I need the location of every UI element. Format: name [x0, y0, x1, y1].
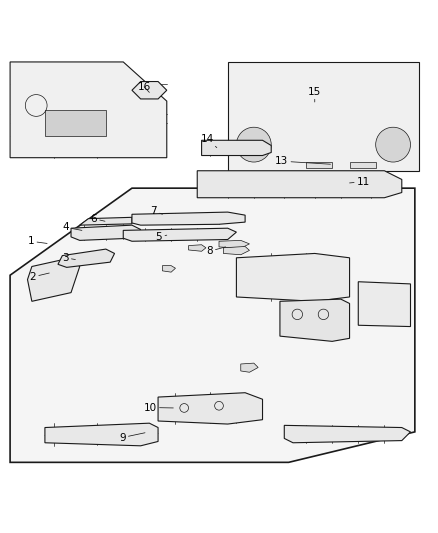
Circle shape: [237, 127, 271, 162]
Text: 10: 10: [144, 402, 173, 413]
Polygon shape: [45, 110, 106, 136]
Polygon shape: [80, 217, 132, 225]
Text: 13: 13: [275, 156, 330, 166]
Polygon shape: [219, 240, 250, 248]
Polygon shape: [10, 188, 415, 462]
Polygon shape: [358, 282, 410, 327]
Circle shape: [376, 127, 410, 162]
Polygon shape: [132, 82, 167, 99]
Text: 2: 2: [29, 272, 49, 282]
Text: 1: 1: [28, 236, 47, 246]
Polygon shape: [237, 254, 350, 301]
Polygon shape: [188, 245, 206, 251]
Polygon shape: [350, 162, 376, 168]
Text: 11: 11: [350, 176, 370, 187]
Polygon shape: [158, 393, 262, 424]
Text: 14: 14: [201, 134, 217, 148]
Polygon shape: [284, 425, 410, 443]
Polygon shape: [197, 171, 402, 198]
Polygon shape: [58, 249, 115, 268]
Polygon shape: [162, 265, 176, 272]
Polygon shape: [306, 162, 332, 168]
Text: 7: 7: [150, 206, 162, 216]
Polygon shape: [71, 225, 141, 240]
Polygon shape: [28, 258, 80, 301]
Text: 4: 4: [63, 222, 82, 232]
Polygon shape: [10, 62, 167, 158]
Text: 5: 5: [155, 232, 167, 243]
Text: 6: 6: [90, 214, 105, 224]
Polygon shape: [280, 299, 350, 341]
Text: 3: 3: [62, 253, 75, 263]
Text: 9: 9: [119, 433, 145, 442]
Polygon shape: [123, 228, 237, 241]
Polygon shape: [45, 423, 158, 446]
Text: 8: 8: [206, 246, 226, 256]
Polygon shape: [241, 363, 258, 372]
Polygon shape: [132, 212, 245, 225]
Polygon shape: [201, 140, 271, 156]
Polygon shape: [223, 246, 250, 255]
Text: 16: 16: [138, 82, 151, 92]
Polygon shape: [228, 62, 419, 171]
Text: 15: 15: [308, 86, 321, 102]
